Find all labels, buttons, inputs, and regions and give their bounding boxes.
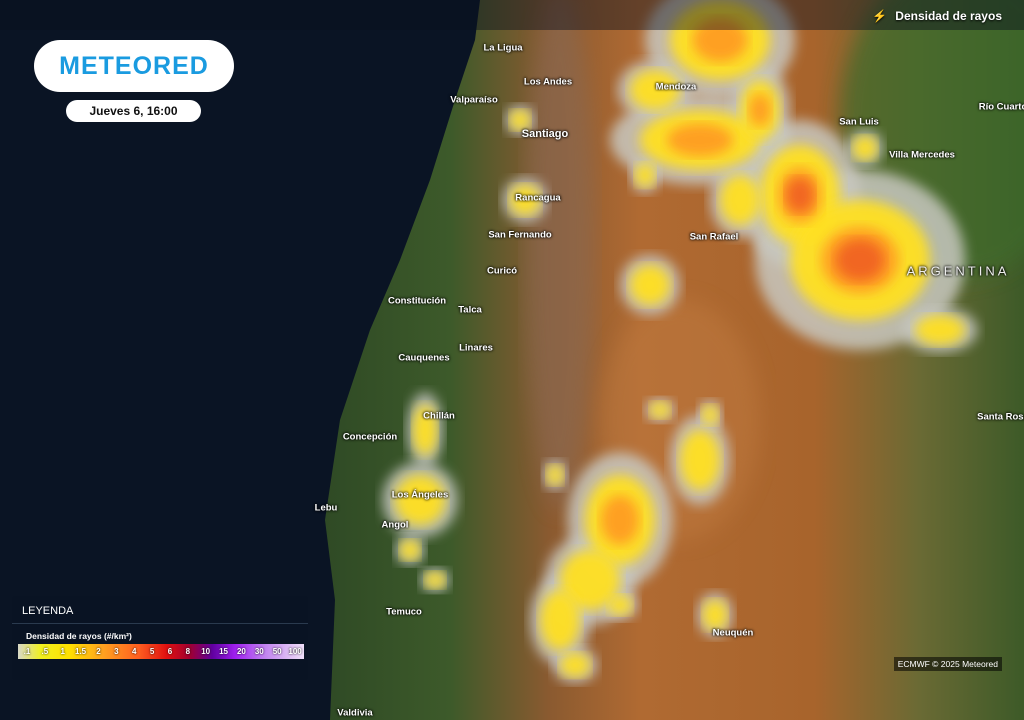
city-label: Villa Mercedes [889,149,955,161]
lightning-cell [395,475,445,525]
city-label: Valdivia [337,707,373,719]
country-label: ARGENTINA [906,263,1010,279]
lightning-cell [630,70,680,110]
legend-tick: 15 [219,647,229,656]
city-label: Talca [458,304,482,316]
lightning-cell [915,315,965,345]
lightning-cell [667,123,733,157]
city-label: San Fernando [488,229,552,241]
city-label: Cauquenes [398,352,450,364]
lightning-cell [786,177,814,213]
lightning-cell [560,653,590,677]
city-label: Rancagua [515,192,561,204]
legend-panel: LEYENDA Densidad de rayos (#/km²) .1 .5 1 1… [12,596,308,680]
lightning-cell [720,175,760,225]
lightning-cell [692,18,748,62]
lightning-cell [635,163,655,187]
city-label: Los Ángeles [391,489,449,501]
lightning-cell [703,600,727,630]
lightning-cell [560,550,620,610]
legend-tick: 10 [201,647,211,656]
lightning-cell [510,110,530,130]
legend-tick: .1 [23,647,31,656]
legend-tick: 4 [131,647,137,656]
lightning-cell [413,405,437,455]
city-label: San Luis [839,116,879,128]
legend-tick: 1.5 [75,647,87,656]
city-label: Santiago [521,128,569,140]
legend-tick: 2 [96,647,101,656]
legend-tick: 1 [60,647,65,656]
lightning-cell [600,495,640,545]
city-label: Angol [381,519,409,531]
lightning-cell [547,465,563,485]
city-label: Mendoza [655,81,697,93]
meteored-logo[interactable]: METEORED [34,40,234,92]
lightning-cell [702,405,718,425]
legend-title: LEYENDA [12,596,308,624]
lightning-cell [608,595,632,615]
city-label: Santa Rosa [977,411,1024,423]
city-label: Constitución [387,295,447,307]
credit: ECMWF © 2025 Meteored [893,657,1002,671]
city-label: San Rafael [689,231,739,243]
city-label: Concepción [342,431,398,443]
legend-tick: 30 [254,647,264,656]
legend-subtitle: Densidad de rayos (#/km²) [26,631,132,641]
legend-tick: 20 [236,647,246,656]
lightning-cell [835,239,885,281]
lightning-cell [680,430,720,490]
legend-tick: 100 [288,647,302,656]
city-label: La Ligua [483,42,523,54]
layer-selector[interactable]: ⚡ Densidad de rayos [872,9,1002,23]
lightning-cell [425,572,445,588]
layer-title: Densidad de rayos [895,9,1002,23]
city-label: Valparaíso [450,94,498,106]
lightning-density-overlay [382,0,978,683]
legend-tick: 50 [272,647,282,656]
city-label: Temuco [386,606,422,618]
lightning-cell [630,265,670,305]
city-label: Río Cuarto [978,101,1024,113]
city-label: Linares [459,342,493,354]
timestamp[interactable]: Jueves 6, 16:00 [66,100,201,122]
lightning-cell [540,590,580,650]
legend-tick: 6 [167,647,173,656]
top-bar [0,0,1024,30]
legend-tick: .5 [41,647,49,656]
lightning-cell [853,136,877,160]
lightning-icon: ⚡ [872,9,888,23]
lightning-cell [510,185,540,215]
city-label: Chillán [423,410,455,422]
city-label: Neuquén [712,627,754,639]
city-label: Curicó [486,265,518,277]
city-label: Los Andes [523,76,573,88]
city-label: Lebu [314,502,338,514]
legend-tick: 5 [149,647,155,656]
legend-tick: 3 [114,647,119,656]
lightning-cell [749,93,771,127]
color-scale: .1 .5 1 1.5 2 3 4 5 6 8 10 15 20 30 50 100 [18,644,304,659]
legend-tick: 8 [185,647,191,656]
lightning-cell [650,402,670,418]
lightning-cell [400,540,420,560]
